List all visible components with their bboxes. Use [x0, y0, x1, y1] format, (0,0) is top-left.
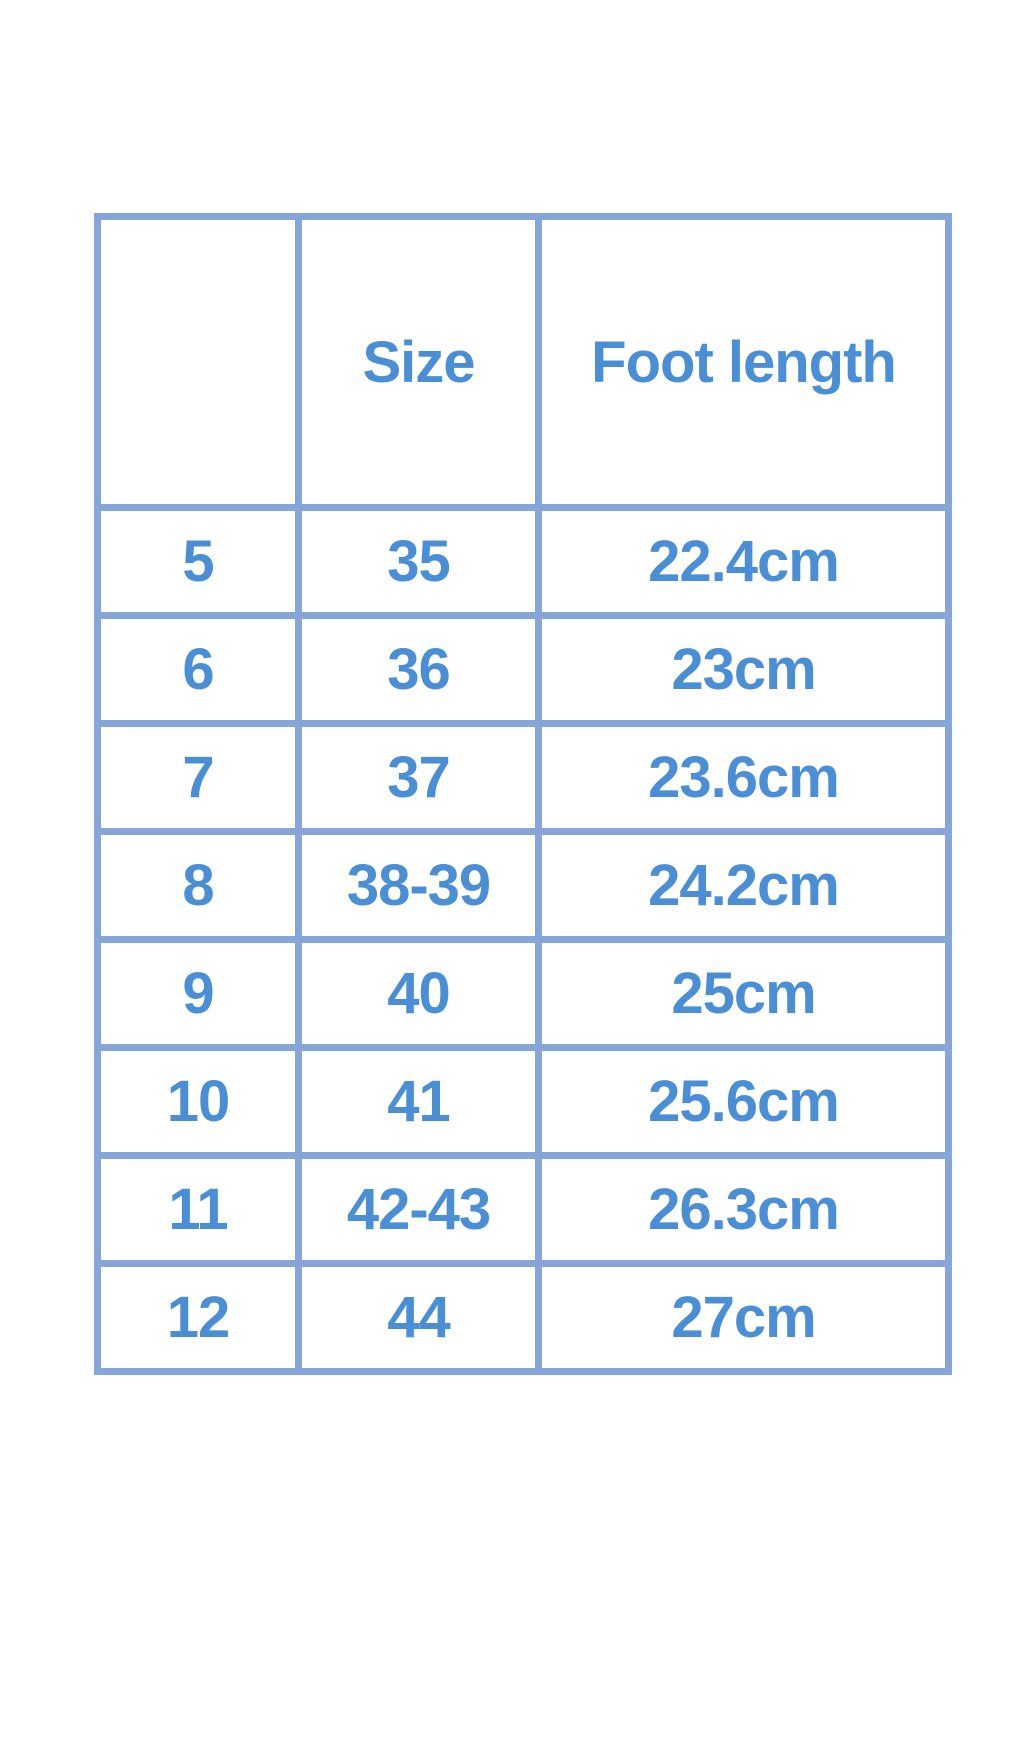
foot-length-cell: 25cm — [535, 936, 952, 1051]
foot-length-cell: 24.2cm — [535, 828, 952, 943]
table-row: 10 41 25.6cm — [94, 1044, 952, 1159]
size-cell: 44 — [295, 1260, 542, 1375]
table-row: 8 38-39 24.2cm — [94, 828, 952, 943]
table-row: 11 42-43 26.3cm — [94, 1152, 952, 1267]
table-row: 5 35 22.4cm — [94, 504, 952, 619]
size-cell: 42-43 — [295, 1152, 542, 1267]
header-row: Size Foot length — [94, 213, 952, 511]
size-cell: 38-39 — [295, 828, 542, 943]
size-cell: 40 — [295, 936, 542, 1051]
table-row: 7 37 23.6cm — [94, 720, 952, 835]
header-cell-empty — [94, 213, 302, 511]
us-size-cell: 8 — [94, 828, 302, 943]
size-cell: 37 — [295, 720, 542, 835]
foot-length-cell: 23cm — [535, 612, 952, 727]
us-size-cell: 12 — [94, 1260, 302, 1375]
foot-length-cell: 25.6cm — [535, 1044, 952, 1159]
us-size-cell: 11 — [94, 1152, 302, 1267]
us-size-cell: 10 — [94, 1044, 302, 1159]
table-row: 6 36 23cm — [94, 612, 952, 727]
table-row: 9 40 25cm — [94, 936, 952, 1051]
foot-length-cell: 27cm — [535, 1260, 952, 1375]
size-cell: 41 — [295, 1044, 542, 1159]
us-size-cell: 5 — [94, 504, 302, 619]
size-cell: 36 — [295, 612, 542, 727]
foot-length-cell: 23.6cm — [535, 720, 952, 835]
foot-length-cell: 22.4cm — [535, 504, 952, 619]
size-cell: 35 — [295, 504, 542, 619]
us-size-cell: 9 — [94, 936, 302, 1051]
us-size-cell: 7 — [94, 720, 302, 835]
header-cell-foot-length: Foot length — [535, 213, 952, 511]
header-cell-size: Size — [295, 213, 542, 511]
foot-length-cell: 26.3cm — [535, 1152, 952, 1267]
us-size-cell: 6 — [94, 612, 302, 727]
table-row: 12 44 27cm — [94, 1260, 952, 1375]
size-chart-table: Size Foot length 5 35 22.4cm 6 36 23cm 7 37 23.6… — [94, 213, 952, 1375]
